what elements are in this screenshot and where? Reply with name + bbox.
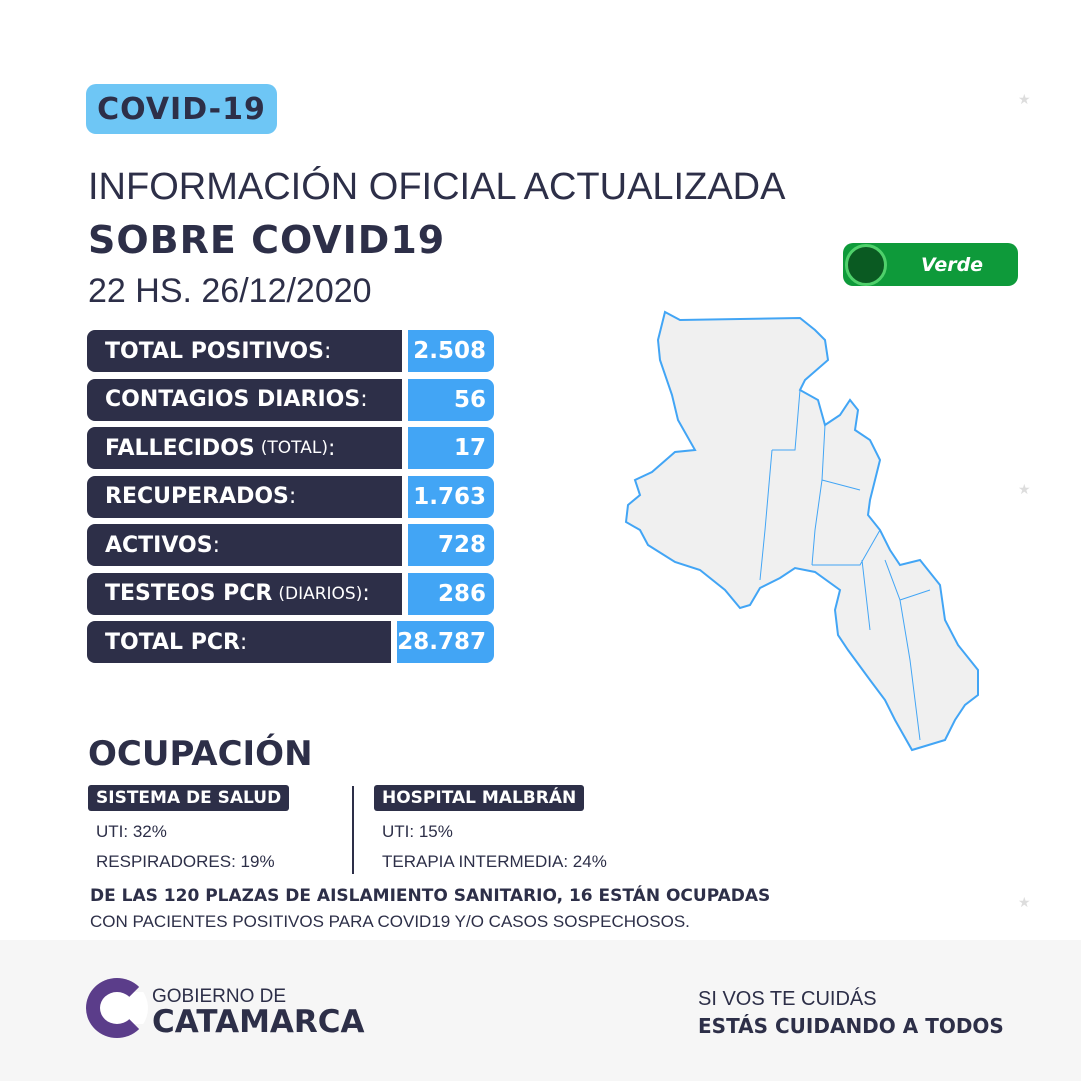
stat-label: FALLECIDOS (TOTAL): [87,427,402,469]
stat-label: ACTIVOS: [87,524,402,566]
stat-label-text: TOTAL POSITIVOS [105,338,324,364]
stat-label-text: CONTAGIOS DIARIOS [105,387,361,412]
status-label: Verde [921,253,984,276]
sistema-uti: UTI: 32% [96,822,167,841]
star-icon: ★ [1018,895,1031,911]
hospital-terapia: TERAPIA INTERMEDIA: 24% [382,852,607,871]
stat-label: RECUPERADOS: [87,475,402,518]
isolation-note-bold: DE LAS 120 PLAZAS DE AISLAMIENTO SANITAR… [90,886,771,906]
stat-colon: : [362,581,370,606]
title-line2: SOBRE COVID19 [88,218,446,262]
stat-value: 286 [408,572,494,615]
stat-label: CONTAGIOS DIARIOS: [87,378,402,421]
stat-value: 1.763 [408,475,494,518]
stat-row: TESTEOS PCR (DIARIOS):286 [87,572,494,615]
stat-colon: : [323,338,332,364]
stat-colon: : [239,629,248,655]
divider [352,786,354,874]
stat-label-text: TOTAL PCR [105,629,240,655]
stat-row: TOTAL POSITIVOS:2.508 [87,330,494,372]
catamarca-logo-icon [86,978,148,1038]
stat-colon: : [327,435,336,461]
catamarca-map [624,310,979,752]
status-indicator: Verde [843,243,1018,286]
stat-row: ACTIVOS:728 [87,524,494,566]
stat-value: 728 [408,524,494,566]
status-dot-icon [845,243,887,286]
star-icon: ★ [1018,92,1031,108]
stat-label-text: RECUPERADOS [105,484,289,509]
datetime: 22 HS. 26/12/2020 [88,272,372,310]
stat-label-text: ACTIVOS [105,532,213,558]
stat-value: 28.787 [397,621,494,663]
stat-note: (DIARIOS) [278,583,363,604]
slogan-line1: SI VOS TE CUIDÁS [698,988,877,1010]
logo-main: CATAMARCA [152,1004,365,1040]
hospital-tag: HOSPITAL MALBRÁN [374,785,585,811]
stat-colon: : [360,387,368,412]
stat-value: 2.508 [408,330,494,372]
stat-note: (TOTAL) [260,438,328,458]
stat-value: 17 [408,427,494,469]
isolation-note: CON PACIENTES POSITIVOS PARA COVID19 Y/O… [90,912,690,931]
stat-colon: : [288,484,297,509]
sistema-salud-tag: SISTEMA DE SALUD [88,785,290,811]
footer: GOBIERNO DE CATAMARCA SI VOS TE CUIDÁS E… [0,940,1081,1081]
hospital-uti: UTI: 15% [382,822,453,841]
slogan-line2: ESTÁS CUIDANDO A TODOS [698,1014,1004,1038]
map-outline [624,310,979,752]
title-line1: INFORMACIÓN OFICIAL ACTUALIZADA [88,166,786,208]
stat-label: TESTEOS PCR (DIARIOS): [87,572,402,615]
stat-label-text: FALLECIDOS [105,435,255,461]
stat-row: RECUPERADOS:1.763 [87,475,494,518]
covid-badge: COVID-19 [86,84,277,134]
sistema-respiradores: RESPIRADORES: 19% [96,852,275,871]
star-icon: ★ [1018,482,1031,498]
stat-label: TOTAL POSITIVOS: [87,330,402,372]
occupancy-title: OCUPACIÓN [88,734,313,774]
stat-value: 56 [408,378,494,421]
stat-label: TOTAL PCR: [87,621,392,663]
stat-row: FALLECIDOS (TOTAL):17 [87,427,494,469]
stat-row: TOTAL PCR:28.787 [87,621,494,663]
stat-row: CONTAGIOS DIARIOS:56 [87,378,494,421]
stat-colon: : [212,532,220,558]
logo-top: GOBIERNO DE [152,986,287,1007]
stat-label-text: TESTEOS PCR [105,581,273,606]
